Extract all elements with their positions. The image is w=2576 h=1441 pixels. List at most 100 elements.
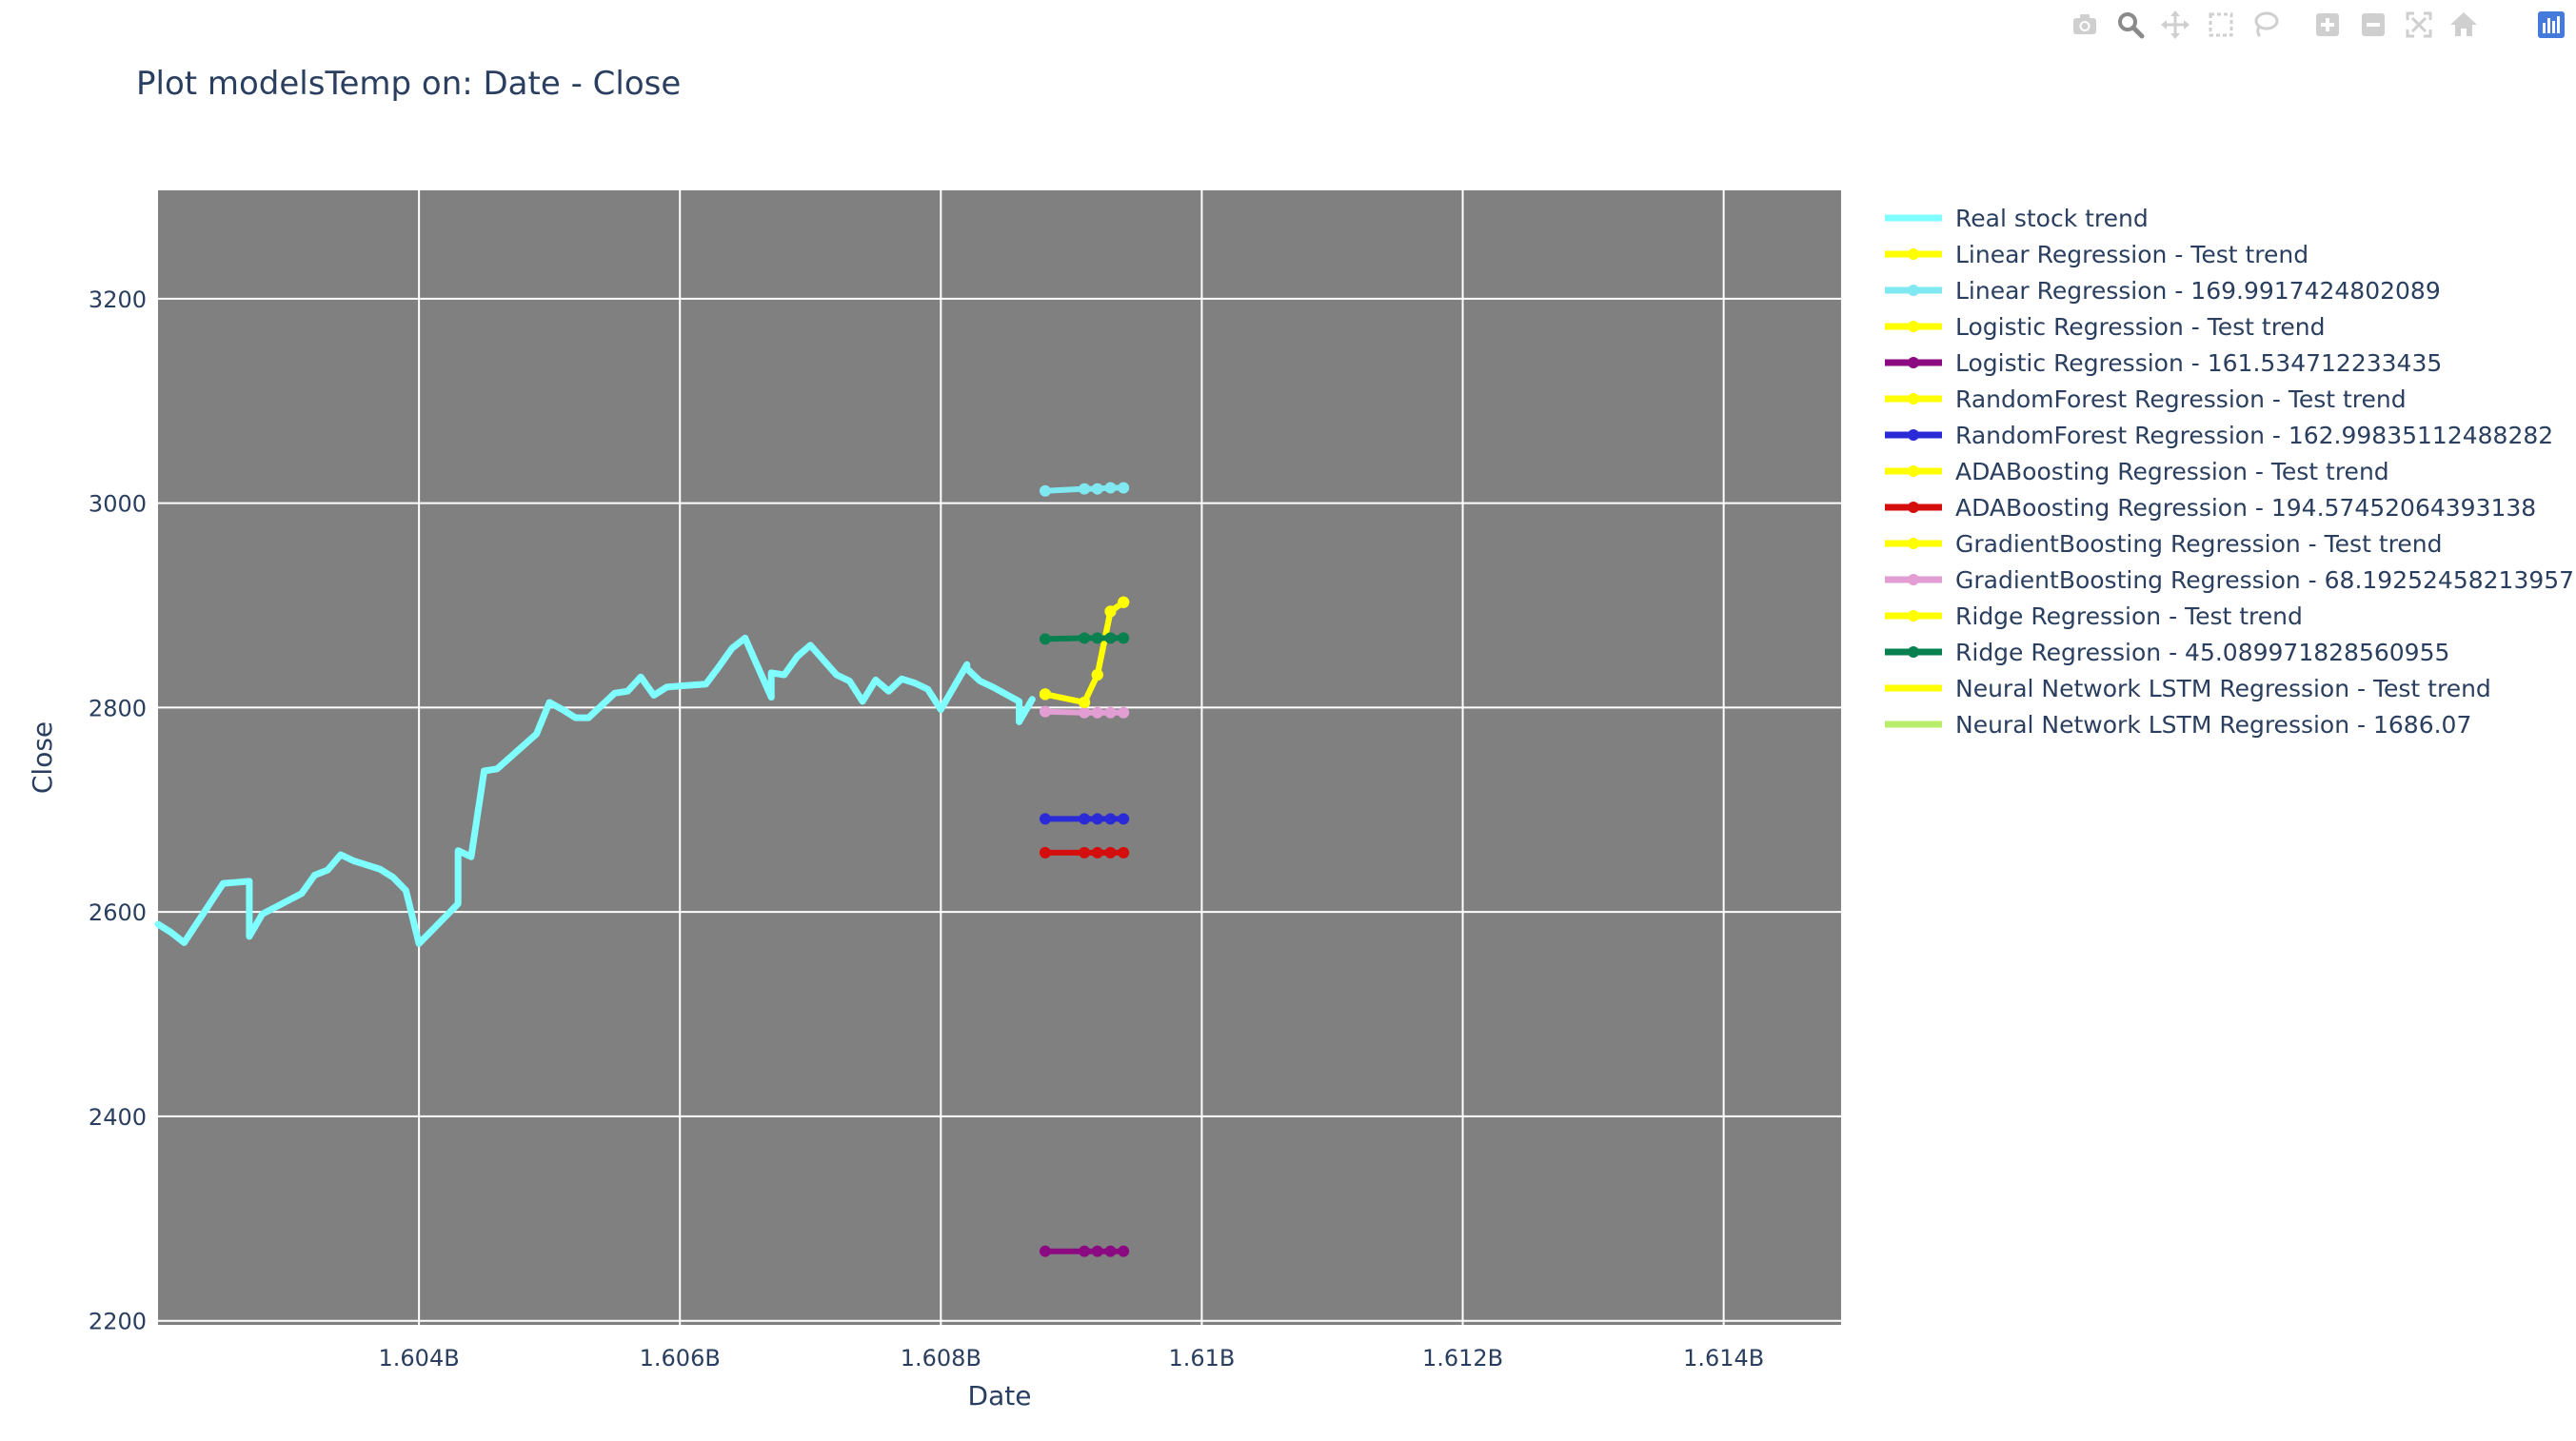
legend-label: Real stock trend xyxy=(1955,205,2149,232)
data-point[interactable] xyxy=(1104,482,1117,494)
legend-item[interactable]: Ridge Regression - 45.089971828560955 xyxy=(1885,639,2449,666)
legend-item[interactable]: Neural Network LSTM Regression - Test tr… xyxy=(1885,675,2491,702)
y-tick-label: 2800 xyxy=(89,695,147,721)
data-point[interactable] xyxy=(1079,632,1091,644)
data-point[interactable] xyxy=(1091,846,1103,859)
data-point[interactable] xyxy=(1079,813,1091,825)
legend-item[interactable]: Linear Regression - Test trend xyxy=(1885,241,2308,268)
legend-label: GradientBoosting Regression - 68.1925245… xyxy=(1955,566,2574,594)
series-0 xyxy=(154,634,1036,947)
lasso-select-icon xyxy=(2254,11,2279,38)
data-point[interactable] xyxy=(1091,813,1103,825)
legend-label: Linear Regression - Test trend xyxy=(1955,241,2308,268)
legend-label: ADABoosting Regression - Test trend xyxy=(1955,458,2389,485)
data-point[interactable] xyxy=(1039,633,1051,645)
data-point[interactable] xyxy=(1079,706,1091,719)
data-point[interactable] xyxy=(1079,483,1091,495)
data-point[interactable] xyxy=(1039,705,1051,718)
reset-axes-button[interactable] xyxy=(2445,4,2483,46)
legend-item[interactable]: RandomForest Regression - Test trend xyxy=(1885,385,2407,413)
y-tick-label: 3200 xyxy=(89,286,147,313)
legend-label: Neural Network LSTM Regression - 1686.07 xyxy=(1955,711,2471,739)
data-point[interactable] xyxy=(1118,846,1130,859)
data-point[interactable] xyxy=(1079,1245,1091,1257)
legend-label: Linear Regression - 169.9917424802089 xyxy=(1955,277,2441,305)
legend-item[interactable]: GradientBoosting Regression - 68.1925245… xyxy=(1885,566,2574,594)
data-point[interactable] xyxy=(1039,484,1051,497)
plotly-logo-button[interactable] xyxy=(2532,4,2570,46)
legend-item[interactable]: ADABoosting Regression - 194.57452064393… xyxy=(1885,494,2536,522)
series-6 xyxy=(1039,813,1130,825)
box-select-icon xyxy=(2209,12,2233,37)
x-tick-label: 1.608B xyxy=(901,1345,981,1372)
zoom-in-button[interactable] xyxy=(2308,4,2347,46)
legend-marker xyxy=(1908,321,1919,332)
pan-button[interactable] xyxy=(2156,4,2194,46)
series-2 xyxy=(1039,482,1130,497)
data-point[interactable] xyxy=(1104,1245,1117,1257)
legend-item[interactable]: RandomForest Regression - 162.9983511248… xyxy=(1885,422,2553,449)
data-point[interactable] xyxy=(1039,1245,1051,1257)
x-tick-label: 1.606B xyxy=(640,1345,721,1372)
legend-item[interactable]: Real stock trend xyxy=(1885,205,2149,232)
data-point[interactable] xyxy=(1104,706,1117,719)
data-point[interactable] xyxy=(1118,706,1130,719)
data-point[interactable] xyxy=(1091,669,1103,681)
legend-item[interactable]: GradientBoosting Regression - Test trend xyxy=(1885,530,2442,558)
pan-icon xyxy=(2161,10,2190,39)
lasso-select-button[interactable] xyxy=(2247,4,2285,46)
legend-label: Ridge Regression - 45.089971828560955 xyxy=(1955,639,2449,666)
legend-item[interactable]: Logistic Regression - Test trend xyxy=(1885,313,2326,341)
series-layer xyxy=(154,482,1130,1257)
camera-button[interactable] xyxy=(2066,4,2104,46)
data-point[interactable] xyxy=(1091,632,1103,644)
data-point[interactable] xyxy=(1104,813,1117,825)
series-12 xyxy=(1039,632,1130,645)
data-point[interactable] xyxy=(1118,482,1130,494)
data-point[interactable] xyxy=(1118,1245,1130,1257)
series-8 xyxy=(1039,846,1130,859)
autoscale-button[interactable] xyxy=(2400,4,2438,46)
data-point[interactable] xyxy=(1104,605,1117,618)
data-point[interactable] xyxy=(1079,846,1091,859)
data-point[interactable] xyxy=(1039,813,1051,825)
legend-item[interactable]: Linear Regression - 169.9917424802089 xyxy=(1885,277,2441,305)
legend-marker xyxy=(1908,574,1919,585)
data-point[interactable] xyxy=(1079,697,1091,709)
data-point[interactable] xyxy=(1091,483,1103,495)
data-point[interactable] xyxy=(1104,846,1117,859)
legend-marker xyxy=(1908,357,1919,368)
legend-marker xyxy=(1908,465,1919,477)
legend-item[interactable]: Logistic Regression - 161.534712233435 xyxy=(1885,349,2442,377)
series-10 xyxy=(1039,705,1130,719)
zoom-out-icon xyxy=(2362,13,2385,36)
x-axis-title: Date xyxy=(968,1380,1032,1411)
data-point[interactable] xyxy=(1104,632,1117,644)
data-point[interactable] xyxy=(1118,596,1130,608)
data-point[interactable] xyxy=(1118,632,1130,644)
data-point[interactable] xyxy=(1039,846,1051,859)
y-axis-title: Close xyxy=(27,721,58,794)
tick-layer: 1.604B 1.606B 1.608B 1.61B 1.612B 1.614B 2200 2… xyxy=(89,286,1764,1372)
legend-label: Neural Network LSTM Regression - Test tr… xyxy=(1955,675,2491,702)
legend-item[interactable]: Neural Network LSTM Regression - 1686.07 xyxy=(1885,711,2471,739)
zoom-in-icon xyxy=(2316,13,2339,36)
zoom-out-button[interactable] xyxy=(2354,4,2392,46)
legend-label: Ridge Regression - Test trend xyxy=(1955,602,2303,630)
series-line[interactable] xyxy=(154,634,1036,947)
data-point[interactable] xyxy=(1091,706,1103,719)
x-tick-label: 1.604B xyxy=(379,1345,460,1372)
x-tick-label: 1.612B xyxy=(1422,1345,1503,1372)
data-point[interactable] xyxy=(1039,688,1051,701)
x-tick-label: 1.61B xyxy=(1168,1345,1235,1372)
legend-item[interactable]: Ridge Regression - Test trend xyxy=(1885,602,2303,630)
data-point[interactable] xyxy=(1118,813,1130,825)
legend-item[interactable]: ADABoosting Regression - Test trend xyxy=(1885,458,2389,485)
legend-label: GradientBoosting Regression - Test trend xyxy=(1955,530,2442,558)
box-select-button[interactable] xyxy=(2202,4,2240,46)
zoom-button[interactable] xyxy=(2111,4,2150,46)
series-11 xyxy=(1039,596,1130,709)
data-point[interactable] xyxy=(1091,1245,1103,1257)
plot-area[interactable] xyxy=(158,190,1841,1325)
legend-marker xyxy=(1908,502,1919,513)
